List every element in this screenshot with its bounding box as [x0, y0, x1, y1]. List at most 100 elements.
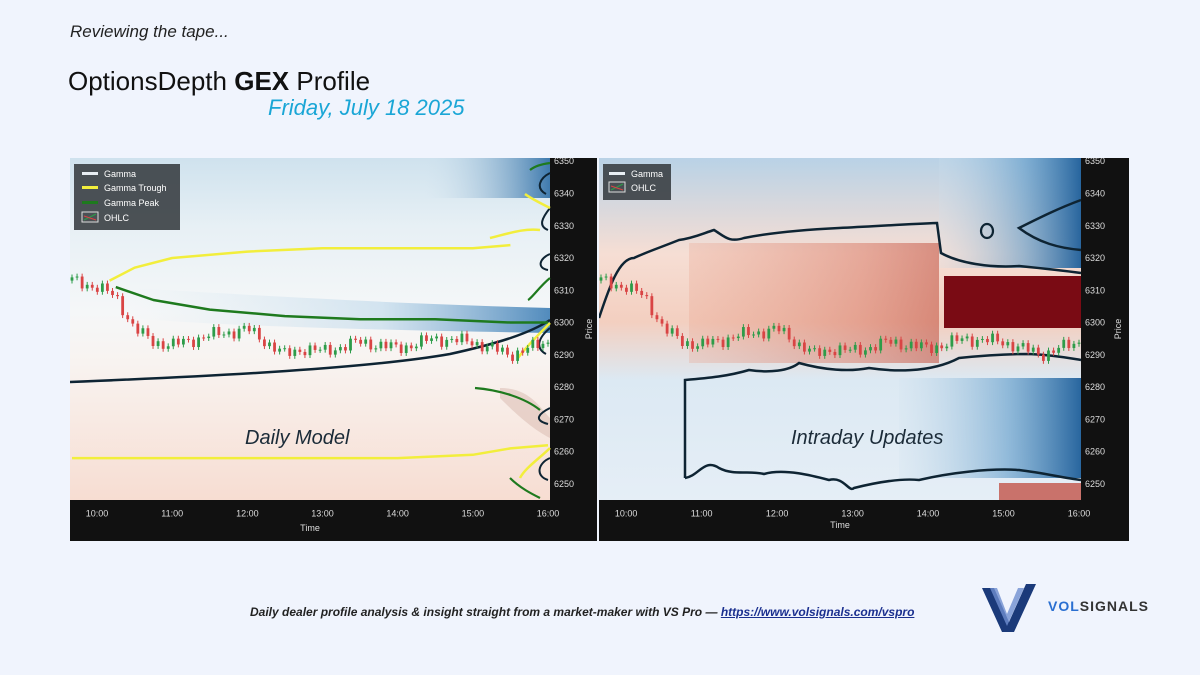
ohlc-candle	[227, 331, 231, 335]
lower-contour	[683, 352, 1082, 478]
ohlc-candle	[263, 339, 266, 347]
ohlc-candle	[808, 348, 811, 352]
ohlc-candle	[95, 287, 99, 292]
ohlc-candle	[257, 327, 261, 340]
ohlc-candle	[465, 333, 469, 342]
ohlc-candle	[650, 296, 654, 316]
ohlc-candle	[268, 342, 271, 347]
ohlc-candle	[721, 339, 725, 348]
ohlc-candle	[955, 335, 959, 341]
dark-red-zone	[944, 276, 1081, 328]
ohlc-candle	[1036, 347, 1040, 355]
page-title: OptionsDepth GEX Profile	[68, 66, 370, 97]
ohlc-candle	[501, 347, 504, 352]
ohlc-candle	[333, 350, 337, 355]
ohlc-candle	[506, 347, 509, 355]
ohlc-candle	[182, 338, 185, 345]
ohlc-candle	[853, 344, 857, 350]
volsignals-logo-icon	[982, 584, 1036, 632]
ohlc-candle	[731, 337, 735, 339]
x-tick-label: 12:00	[236, 508, 259, 518]
y-tick-label: 6310	[554, 285, 574, 295]
ohlc-candle	[237, 328, 241, 339]
ohlc-candle	[833, 351, 837, 356]
ohlc-candle	[686, 341, 689, 347]
x-tick-label: 14:00	[917, 508, 940, 518]
gamma-trough-line	[72, 443, 549, 460]
ohlc-candle	[318, 349, 322, 351]
x-tick-label: 15:00	[992, 508, 1015, 518]
ohlc-candle	[874, 347, 877, 351]
ohlc-candle	[925, 342, 928, 345]
ohlc-candle	[904, 348, 908, 350]
ohlc-candle	[187, 338, 190, 340]
ohlc-candle	[273, 342, 276, 352]
ohlc-candle	[619, 284, 623, 288]
ohlc-candle	[516, 350, 520, 361]
ohlc-candle	[100, 283, 104, 292]
ohlc-candle	[1052, 350, 1055, 353]
ohlc-candle	[986, 338, 989, 343]
ohlc-candle	[625, 287, 628, 292]
ohlc-candle	[328, 344, 332, 355]
ohlc-candle	[741, 327, 745, 337]
ohlc-candle	[828, 349, 832, 352]
ohlc-candle	[970, 336, 974, 347]
title-suffix: Profile	[289, 66, 371, 96]
ohlc-candle	[726, 337, 730, 348]
y-axis-label: Price	[1113, 319, 1123, 340]
top-blue-zone	[939, 158, 1081, 268]
x-tick-label: 14:00	[386, 508, 409, 518]
ohlc-candle	[156, 341, 160, 347]
footer-description: Daily dealer profile analysis & insight …	[250, 605, 721, 619]
y-tick-label: 6320	[1085, 253, 1105, 263]
ohlc-candle	[207, 336, 211, 339]
ohlc-candle	[389, 342, 393, 349]
ohlc-candle	[546, 342, 550, 344]
bottom-contour	[684, 463, 1082, 491]
ohlc-candle	[1042, 354, 1045, 361]
ohlc-candle	[919, 342, 923, 349]
y-tick-label: 6280	[554, 382, 574, 392]
x-axis-band	[599, 500, 1081, 541]
ohlc-candle	[716, 338, 720, 340]
logo-text-a: VOL	[1048, 598, 1080, 614]
ohlc-candle	[736, 336, 740, 339]
ohlc-candle	[288, 348, 292, 356]
x-tick-label: 11:00	[161, 508, 183, 518]
y-tick-label: 6300	[554, 318, 574, 328]
x-tick-label: 15:00	[462, 508, 485, 518]
ohlc-candle	[635, 283, 638, 291]
logo-wordmark: VOLSIGNALS	[1048, 598, 1149, 614]
ohlc-candle	[495, 343, 499, 352]
ohlc-candle	[70, 277, 74, 281]
ohlc-candle	[222, 334, 226, 336]
ohlc-candle	[609, 276, 613, 289]
ohlc-candle	[767, 328, 771, 339]
ohlc-candle	[691, 341, 694, 349]
ohlc-candle	[614, 284, 618, 289]
y-axis-label: Price	[584, 319, 594, 340]
ohlc-candle	[670, 328, 674, 334]
ohlc-candle	[141, 328, 145, 334]
ohlc-candle	[645, 295, 649, 297]
ohlc-candle	[797, 342, 801, 347]
legend-trough: Gamma Trough	[104, 183, 167, 193]
title-bold: GEX	[234, 66, 290, 96]
upper-right-contour	[1016, 198, 1082, 252]
y-tick-label: 6350	[1085, 158, 1105, 166]
ohlc-candle	[1001, 341, 1005, 346]
ohlc-candle	[278, 348, 282, 352]
ohlc-candle	[965, 336, 969, 339]
right-contour-segments	[537, 172, 551, 481]
ohlc-candle	[308, 345, 312, 356]
ohlc-candle	[414, 346, 418, 349]
vs-pro-link[interactable]: https://www.volsignals.com/vspro	[720, 605, 915, 619]
legend-gamma: Gamma	[104, 169, 136, 179]
ohlc-candle	[655, 315, 659, 320]
y-tick-label: 6320	[554, 253, 574, 263]
ohlc-candle	[747, 327, 750, 336]
ohlc-candle	[1016, 346, 1020, 352]
upper-contour	[599, 221, 1082, 319]
ohlc-candle	[359, 339, 363, 344]
